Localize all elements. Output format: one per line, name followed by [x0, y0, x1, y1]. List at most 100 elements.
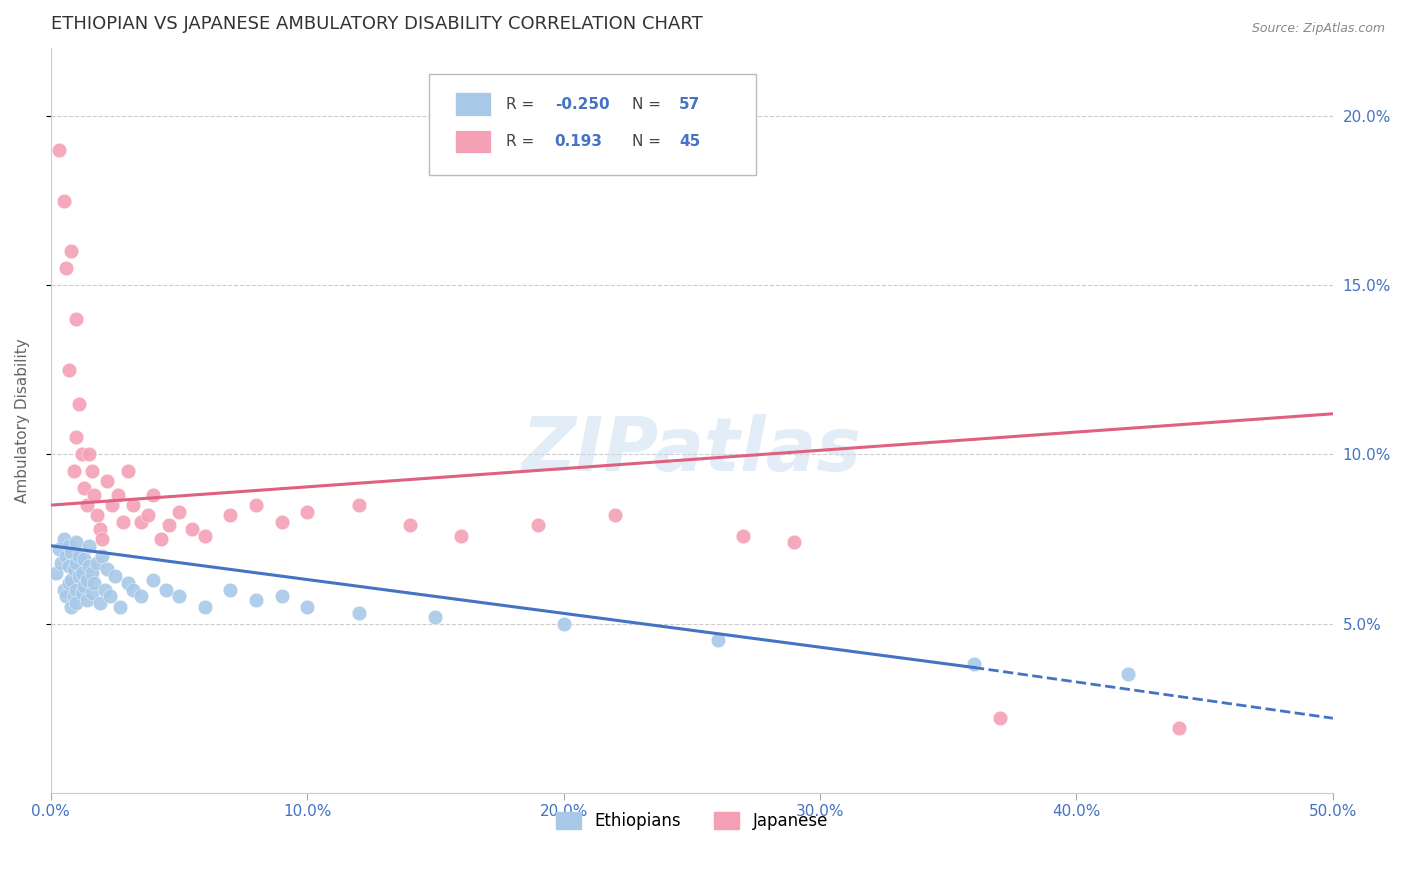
- Point: [65, 312, 87, 326]
- Point: [270, 590, 292, 604]
- Point: [89, 522, 111, 536]
- Point: [98, 590, 121, 604]
- Point: [96, 475, 118, 489]
- Point: [52, 194, 75, 208]
- Point: [49, 556, 72, 570]
- Point: [603, 508, 626, 523]
- Point: [101, 498, 124, 512]
- Point: [245, 498, 267, 512]
- Point: [52, 532, 75, 546]
- Point: [70, 586, 93, 600]
- Point: [86, 556, 108, 570]
- Point: [706, 633, 728, 648]
- Point: [117, 576, 139, 591]
- Y-axis label: Ambulatory Disability: Ambulatory Disability: [15, 338, 30, 503]
- Point: [91, 549, 114, 563]
- Point: [60, 573, 83, 587]
- Point: [167, 590, 190, 604]
- Point: [86, 508, 108, 523]
- Point: [79, 447, 101, 461]
- Point: [70, 447, 93, 461]
- Point: [76, 573, 98, 587]
- Point: [527, 518, 550, 533]
- Point: [219, 508, 242, 523]
- Point: [67, 397, 90, 411]
- Point: [347, 607, 370, 621]
- Text: N =: N =: [631, 96, 665, 112]
- Text: N =: N =: [631, 134, 665, 149]
- Point: [219, 582, 242, 597]
- Text: Source: ZipAtlas.com: Source: ZipAtlas.com: [1251, 22, 1385, 36]
- Point: [60, 599, 83, 614]
- FancyBboxPatch shape: [429, 75, 756, 175]
- Point: [963, 657, 986, 672]
- Point: [117, 464, 139, 478]
- Point: [65, 535, 87, 549]
- Point: [73, 552, 96, 566]
- Point: [783, 535, 806, 549]
- Point: [48, 542, 70, 557]
- Point: [65, 596, 87, 610]
- Point: [65, 556, 87, 570]
- Point: [122, 582, 145, 597]
- Point: [155, 582, 177, 597]
- Point: [194, 528, 217, 542]
- Point: [167, 505, 190, 519]
- Point: [194, 599, 217, 614]
- Point: [107, 488, 129, 502]
- Point: [80, 464, 103, 478]
- Point: [70, 566, 93, 580]
- Point: [297, 599, 319, 614]
- Point: [65, 582, 87, 597]
- Point: [129, 590, 152, 604]
- Point: [48, 143, 70, 157]
- Text: 0.193: 0.193: [555, 134, 603, 149]
- Point: [108, 599, 131, 614]
- Legend: Ethiopians, Japanese: Ethiopians, Japanese: [550, 805, 835, 837]
- Point: [80, 586, 103, 600]
- Point: [180, 522, 202, 536]
- Text: ZIPatlas: ZIPatlas: [522, 414, 862, 487]
- Text: R =: R =: [506, 96, 538, 112]
- Point: [450, 528, 472, 542]
- Point: [96, 562, 118, 576]
- Text: 45: 45: [679, 134, 700, 149]
- Point: [733, 528, 755, 542]
- Text: -0.250: -0.250: [555, 96, 609, 112]
- Point: [76, 498, 98, 512]
- Point: [91, 532, 114, 546]
- Point: [553, 616, 575, 631]
- Point: [63, 590, 86, 604]
- Point: [60, 244, 83, 259]
- Point: [988, 711, 1011, 725]
- Point: [79, 559, 101, 574]
- Point: [93, 582, 115, 597]
- Point: [63, 562, 86, 576]
- FancyBboxPatch shape: [454, 129, 491, 153]
- Point: [104, 569, 127, 583]
- Point: [65, 430, 87, 444]
- Point: [89, 596, 111, 610]
- Point: [67, 569, 90, 583]
- Point: [63, 464, 86, 478]
- Point: [111, 515, 134, 529]
- Point: [55, 590, 77, 604]
- Point: [425, 609, 447, 624]
- Point: [347, 498, 370, 512]
- Point: [129, 515, 152, 529]
- Point: [150, 532, 173, 546]
- Point: [157, 518, 180, 533]
- Point: [58, 539, 80, 553]
- Point: [52, 582, 75, 597]
- Point: [60, 545, 83, 559]
- Point: [73, 481, 96, 495]
- Point: [142, 488, 165, 502]
- Point: [270, 515, 292, 529]
- FancyBboxPatch shape: [454, 93, 491, 116]
- Point: [45, 566, 67, 580]
- Point: [58, 559, 80, 574]
- Point: [80, 566, 103, 580]
- Point: [73, 579, 96, 593]
- Point: [55, 261, 77, 276]
- Text: R =: R =: [506, 134, 538, 149]
